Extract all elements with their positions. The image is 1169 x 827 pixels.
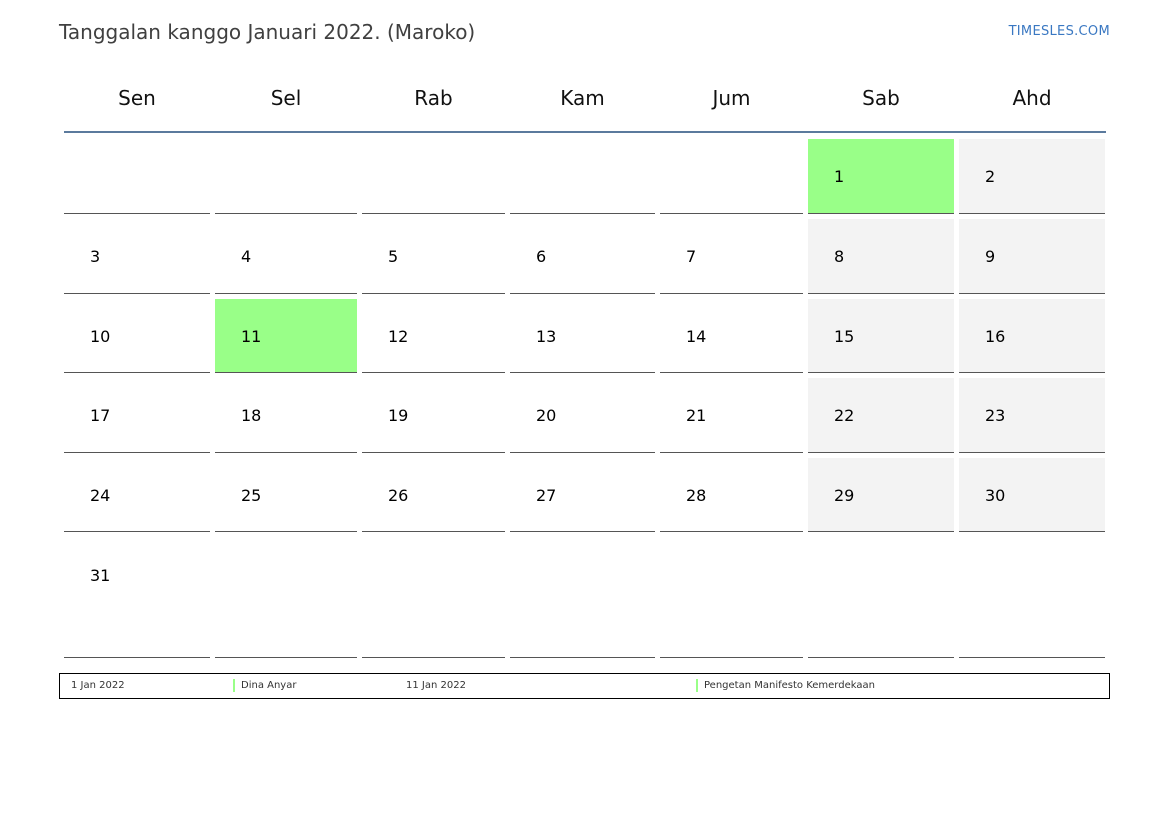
day-number: 29 — [834, 486, 855, 505]
day-number: 4 — [241, 247, 252, 266]
day-cell-14[interactable]: 14 — [660, 299, 803, 373]
day-cell-2[interactable]: 2 — [959, 139, 1105, 214]
day-number: 31 — [90, 566, 111, 585]
weekday-label-ahd: Ahd — [1012, 86, 1052, 110]
weekday-label-rab: Rab — [414, 86, 453, 110]
day-cell-19[interactable]: 19 — [362, 378, 505, 453]
day-number: 21 — [686, 406, 707, 425]
day-cell-30[interactable]: 30 — [959, 458, 1105, 532]
day-number: 2 — [985, 167, 996, 186]
day-cell-5[interactable]: 5 — [362, 219, 505, 294]
day-cell-4[interactable]: 4 — [215, 219, 357, 294]
empty-day-cell — [808, 537, 954, 658]
empty-day-cell — [660, 537, 803, 658]
day-cell-13[interactable]: 13 — [510, 299, 655, 373]
weekday-label-sab: Sab — [862, 86, 900, 110]
day-cell-18[interactable]: 18 — [215, 378, 357, 453]
day-cell-9[interactable]: 9 — [959, 219, 1105, 294]
day-number: 30 — [985, 486, 1006, 505]
weekday-label-sel: Sel — [270, 86, 302, 110]
day-cell-12[interactable]: 12 — [362, 299, 505, 373]
holiday-legend: 1 Jan 2022 Dina Anyar 11 Jan 2022 Penget… — [59, 673, 1110, 699]
legend-name-1: Dina Anyar — [241, 680, 297, 691]
day-cell-3[interactable]: 3 — [64, 219, 210, 294]
day-cell-26[interactable]: 26 — [362, 458, 505, 532]
day-cell-20[interactable]: 20 — [510, 378, 655, 453]
day-number: 27 — [536, 486, 557, 505]
day-number: 11 — [241, 327, 262, 346]
day-cell-6[interactable]: 6 — [510, 219, 655, 294]
day-number: 24 — [90, 486, 111, 505]
page-title: Tanggalan kanggo Januari 2022. (Maroko) — [59, 20, 476, 44]
day-number: 1 — [834, 167, 845, 186]
weekday-label-kam: Kam — [560, 86, 605, 110]
legend-color-bar-1 — [233, 679, 235, 692]
day-number: 9 — [985, 247, 996, 266]
legend-date-1: 1 Jan 2022 — [71, 680, 125, 691]
day-cell-16[interactable]: 16 — [959, 299, 1105, 373]
day-number: 12 — [388, 327, 409, 346]
day-number: 14 — [686, 327, 707, 346]
day-cell-28[interactable]: 28 — [660, 458, 803, 532]
day-cell-8[interactable]: 8 — [808, 219, 954, 294]
day-number: 28 — [686, 486, 707, 505]
empty-day-cell — [215, 139, 357, 214]
empty-day-cell — [510, 139, 655, 214]
day-cell-7[interactable]: 7 — [660, 219, 803, 294]
day-cell-23[interactable]: 23 — [959, 378, 1105, 453]
day-number: 13 — [536, 327, 557, 346]
day-number: 17 — [90, 406, 111, 425]
empty-day-cell — [362, 139, 505, 214]
day-cell-27[interactable]: 27 — [510, 458, 655, 532]
day-cell-15[interactable]: 15 — [808, 299, 954, 373]
empty-day-cell — [362, 537, 505, 658]
day-number: 6 — [536, 247, 547, 266]
day-cell-11[interactable]: 11 — [215, 299, 357, 373]
day-cell-17[interactable]: 17 — [64, 378, 210, 453]
day-number: 18 — [241, 406, 262, 425]
day-cell-25[interactable]: 25 — [215, 458, 357, 532]
day-number: 23 — [985, 406, 1006, 425]
day-number: 16 — [985, 327, 1006, 346]
legend-color-bar-2 — [696, 679, 698, 692]
day-cell-1[interactable]: 1 — [808, 139, 954, 214]
empty-day-cell — [215, 537, 357, 658]
empty-day-cell — [64, 139, 210, 214]
day-number: 26 — [388, 486, 409, 505]
legend-name-2: Pengetan Manifesto Kemerdekaan — [704, 680, 875, 691]
day-number: 20 — [536, 406, 557, 425]
day-number: 25 — [241, 486, 262, 505]
day-cell-22[interactable]: 22 — [808, 378, 954, 453]
day-number: 3 — [90, 247, 101, 266]
day-cell-24[interactable]: 24 — [64, 458, 210, 532]
legend-date-2: 11 Jan 2022 — [406, 680, 466, 691]
day-number: 19 — [388, 406, 409, 425]
day-number: 22 — [834, 406, 855, 425]
empty-day-cell — [510, 537, 655, 658]
day-number: 7 — [686, 247, 697, 266]
day-cell-29[interactable]: 29 — [808, 458, 954, 532]
header-rule — [64, 131, 1106, 133]
day-number: 5 — [388, 247, 399, 266]
day-number: 15 — [834, 327, 855, 346]
weekday-label-jum: Jum — [712, 86, 751, 110]
day-number: 8 — [834, 247, 845, 266]
empty-day-cell — [660, 139, 803, 214]
day-cell-21[interactable]: 21 — [660, 378, 803, 453]
brand-link[interactable]: TIMESLES.COM — [1008, 24, 1110, 39]
weekday-label-sen: Sen — [118, 86, 156, 110]
empty-day-cell — [959, 537, 1105, 658]
day-number: 10 — [90, 327, 111, 346]
day-cell-31[interactable]: 31 — [64, 537, 210, 658]
day-cell-10[interactable]: 10 — [64, 299, 210, 373]
